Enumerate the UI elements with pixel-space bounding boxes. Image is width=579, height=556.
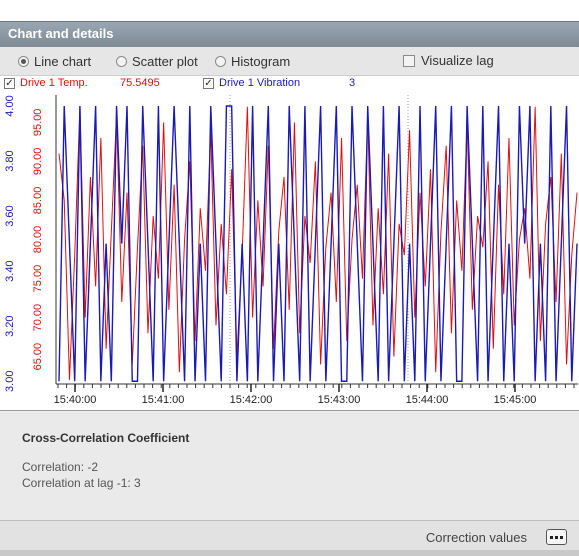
legend-temp-name: Drive 1 Temp. (20, 77, 88, 89)
y-right-tick-label: 85.00 (32, 187, 44, 215)
histogram-label: Histogram (231, 54, 291, 69)
y-right-tick-label: 95.00 (32, 109, 44, 137)
y-right-tick-label: 65.00 (32, 343, 44, 371)
legend-vibration-value: 3 (349, 77, 356, 89)
x-tick-label: 15:45:00 (494, 394, 537, 406)
visualize-lag-checkbox[interactable]: Visualize lag (403, 53, 494, 68)
legend-item-temp: ✓ Drive 1 Temp. 75.5495 (4, 77, 160, 89)
top-strip (0, 0, 579, 21)
x-tick-label: 15:42:00 (230, 394, 273, 406)
visualize-lag-label: Visualize lag (421, 53, 494, 68)
bottom-strip (0, 550, 579, 556)
x-tick-label: 15:43:00 (318, 394, 361, 406)
legend-temp-checkbox[interactable]: ✓ (4, 77, 15, 89)
footer-bar: Correction values (0, 520, 579, 551)
x-tick-label: 15:44:00 (406, 394, 449, 406)
radio-unselected-icon (215, 56, 226, 67)
y-right-tick-label: 70.00 (32, 304, 44, 332)
y-right-tick-label: 75.00 (32, 265, 44, 293)
cross-correlation-heading: Cross-Correlation Coefficient (22, 431, 190, 445)
y-right-tick-label: 80.00 (32, 226, 44, 254)
line-chart-radio[interactable]: Line chart (18, 54, 91, 69)
details-panel: Cross-Correlation Coefficient Correlatio… (0, 411, 579, 519)
legend-vibration-checkbox[interactable]: ✓ (203, 77, 214, 89)
y-left-tick-label: 3.40 (4, 260, 16, 281)
panel-header: Chart and details (0, 21, 579, 48)
legend-item-vibration: ✓ Drive 1 Vibration 3 (203, 77, 355, 89)
line-chart-area[interactable]: 3.00 3.20 3.40 3.60 3.80 4.00 65.00 70.00 75.00 8… (0, 92, 579, 411)
radio-unselected-icon (116, 56, 127, 67)
chart-legend: ✓ Drive 1 Temp. 75.5495 ✓ Drive 1 Vibrat… (0, 76, 579, 93)
x-tick-label: 15:41:00 (142, 394, 185, 406)
y-left-tick-label: 3.60 (4, 205, 16, 226)
legend-vibration-name: Drive 1 Vibration (219, 77, 301, 89)
panel-title: Chart and details (8, 26, 114, 41)
legend-temp-value: 75.5495 (120, 77, 160, 89)
y-left-tick-label: 4.00 (4, 95, 16, 116)
scatter-plot-radio[interactable]: Scatter plot (116, 54, 198, 69)
y-left-tick-label: 3.20 (4, 315, 16, 336)
x-tick-label: 15:40:00 (54, 394, 97, 406)
chart-mode-bar: Line chart Scatter plot Histogram Visual… (0, 47, 579, 76)
y-right-tick-label: 90.00 (32, 148, 44, 176)
line-chart[interactable]: 3.00 3.20 3.40 3.60 3.80 4.00 65.00 70.00 75.00 8… (0, 92, 579, 410)
radio-selected-icon (18, 56, 29, 67)
scatter-plot-label: Scatter plot (132, 54, 198, 69)
series-temp-line (58, 106, 578, 381)
y-left-tick-label: 3.00 (4, 371, 16, 392)
correction-values-label: Correction values (425, 530, 527, 545)
histogram-radio[interactable]: Histogram (215, 54, 290, 69)
checkbox-unchecked-icon (403, 54, 415, 67)
series-vibration-line (58, 105, 578, 382)
line-chart-label: Line chart (34, 54, 92, 69)
more-options-button[interactable] (546, 529, 567, 545)
y-left-tick-label: 3.80 (4, 150, 16, 171)
correlation-lag-value: Correlation at lag -1: 3 (22, 476, 141, 490)
correlation-value: Correlation: -2 (22, 460, 99, 474)
